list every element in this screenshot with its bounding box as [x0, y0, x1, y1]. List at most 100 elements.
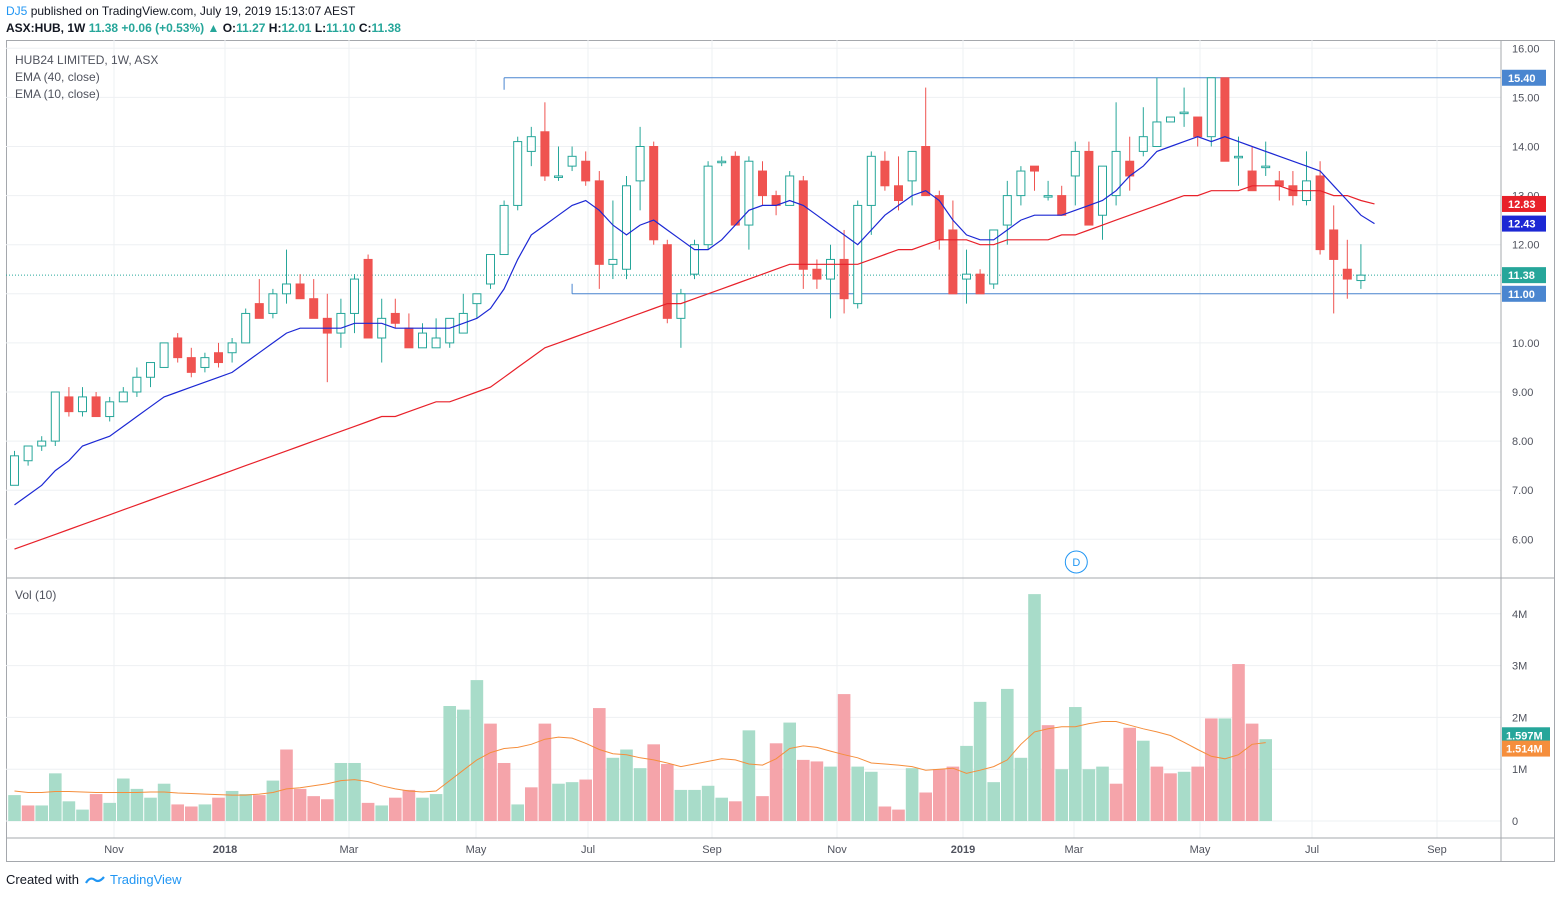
volume-bar	[837, 694, 851, 821]
volume-bar	[688, 789, 701, 821]
candle-body	[295, 283, 305, 300]
time-tick-label: 2019	[951, 844, 975, 856]
volume-bar	[76, 809, 89, 821]
volume-bar	[198, 804, 212, 821]
price-tick-label: 8.00	[1512, 436, 1533, 448]
candle-body	[200, 357, 210, 368]
candle-body	[513, 141, 523, 206]
candle-body	[336, 312, 346, 334]
candle-body	[649, 146, 659, 241]
volume-bar	[1150, 766, 1164, 821]
volume-bar	[1232, 664, 1245, 821]
volume-bar	[144, 797, 157, 821]
volume-tick-label: 2M	[1512, 712, 1527, 724]
candle-body	[744, 160, 754, 226]
candle-body	[1220, 77, 1230, 162]
volume-bar	[293, 788, 307, 821]
author-name[interactable]: DJ5	[6, 4, 28, 18]
volume-bar	[606, 757, 620, 821]
volume-bar	[457, 709, 470, 821]
close-label: C:	[358, 21, 372, 35]
volume-bar	[538, 723, 552, 821]
candle-body	[635, 146, 645, 182]
price-axis-label-ema40-bg	[1502, 195, 1546, 212]
price-axis-label-ema40: 12.83	[1508, 199, 1536, 211]
volume-bar	[892, 809, 905, 821]
volume-axis-label-bg	[1502, 727, 1550, 744]
volume-bar	[946, 766, 960, 821]
candle-body	[1030, 165, 1039, 172]
candle-body	[350, 278, 359, 314]
legend-ema40[interactable]: EMA (40, close)	[15, 70, 100, 84]
candle-body	[1016, 170, 1026, 197]
candle-body	[907, 150, 917, 182]
volume-bar	[35, 805, 48, 821]
high-label: H:	[268, 21, 282, 35]
dividend-marker-label: D	[1072, 557, 1080, 569]
candle-body	[1152, 121, 1162, 147]
legend-ema10[interactable]: EMA (10, close)	[15, 87, 100, 101]
volume-bar	[960, 745, 973, 821]
volume-bar	[878, 806, 892, 821]
volume-bar	[715, 797, 728, 821]
volume-bar	[49, 773, 62, 821]
candle-body	[1274, 180, 1284, 187]
candle-body	[377, 317, 387, 339]
candle-body	[91, 396, 101, 418]
candle-body	[798, 180, 808, 270]
candle-body	[50, 391, 60, 442]
volume-bar	[280, 749, 293, 821]
volume-bar	[470, 680, 484, 821]
candle-body	[254, 303, 264, 319]
candle-body	[839, 258, 849, 300]
volume-bar	[117, 778, 130, 821]
tradingview-brand[interactable]: TradingView	[109, 872, 182, 887]
volume-axis-label-last: 1.597M	[1506, 730, 1543, 742]
price-tick-label: 16.00	[1512, 43, 1540, 55]
footer: Created with TradingView	[6, 872, 182, 887]
candle-body	[975, 273, 985, 295]
legend-vol[interactable]: Vol (10)	[15, 588, 57, 602]
volume-bar	[987, 782, 1000, 821]
volume-bar	[1259, 739, 1272, 821]
volume-bar	[1028, 594, 1041, 821]
candle-body	[472, 293, 482, 305]
candle-body	[703, 165, 713, 246]
volume-bar	[1123, 727, 1136, 821]
candle-body	[921, 146, 931, 197]
volume-bar	[647, 744, 660, 821]
time-tick-label: Sep	[702, 844, 722, 856]
volume-bar	[1082, 769, 1096, 821]
candle-body	[322, 317, 332, 334]
candle-body	[1138, 136, 1148, 152]
volume-bar	[1245, 723, 1259, 821]
candle-body	[1234, 155, 1243, 159]
candle-body	[499, 204, 509, 256]
close-value: 11.38	[371, 21, 401, 35]
time-tick-label: May	[466, 844, 487, 856]
candle-body	[105, 401, 115, 418]
volume-bar	[348, 762, 361, 821]
volume-bar	[769, 743, 783, 821]
candle-body	[404, 327, 414, 349]
candle-body	[880, 160, 890, 187]
candle-body	[1356, 274, 1366, 282]
volume-bar	[361, 802, 375, 821]
volume-bar	[266, 780, 280, 821]
time-tick-label: Jul	[1305, 844, 1319, 856]
candle-body	[948, 229, 958, 295]
candle-body	[594, 180, 604, 265]
high-value: 12.01	[281, 21, 312, 35]
price-axis-label-line-bg	[1502, 69, 1546, 86]
candle-body	[812, 268, 822, 280]
time-tick-label: Sep	[1427, 844, 1447, 856]
open-value: 11.27	[236, 21, 266, 35]
volume-bar	[1164, 773, 1177, 821]
candle-body	[1206, 77, 1216, 138]
volume-legend: Vol (10)	[15, 587, 56, 604]
tradingview-logo-icon	[85, 875, 105, 884]
candle-body	[690, 244, 699, 275]
candle-body	[540, 131, 550, 177]
volume-bar	[497, 762, 511, 821]
